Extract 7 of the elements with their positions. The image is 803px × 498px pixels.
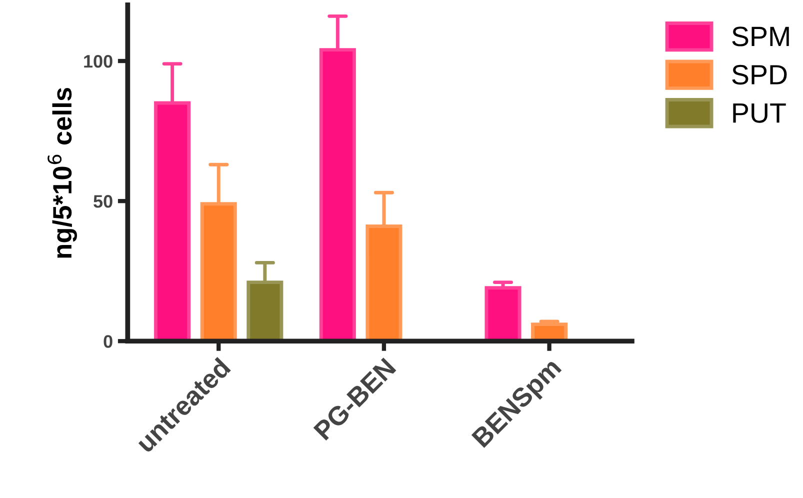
y-axis-title: ng/5*10$^{6}$ cells [48, 88, 77, 258]
legend-label: SPM [732, 26, 789, 46]
y-tick-label: 100 [84, 54, 112, 68]
y-tick-label: 50 [94, 195, 112, 208]
legend-label: SPD [732, 64, 787, 85]
y-tick-label: 0 [104, 335, 112, 348]
legend-label: PUT [733, 103, 786, 123]
